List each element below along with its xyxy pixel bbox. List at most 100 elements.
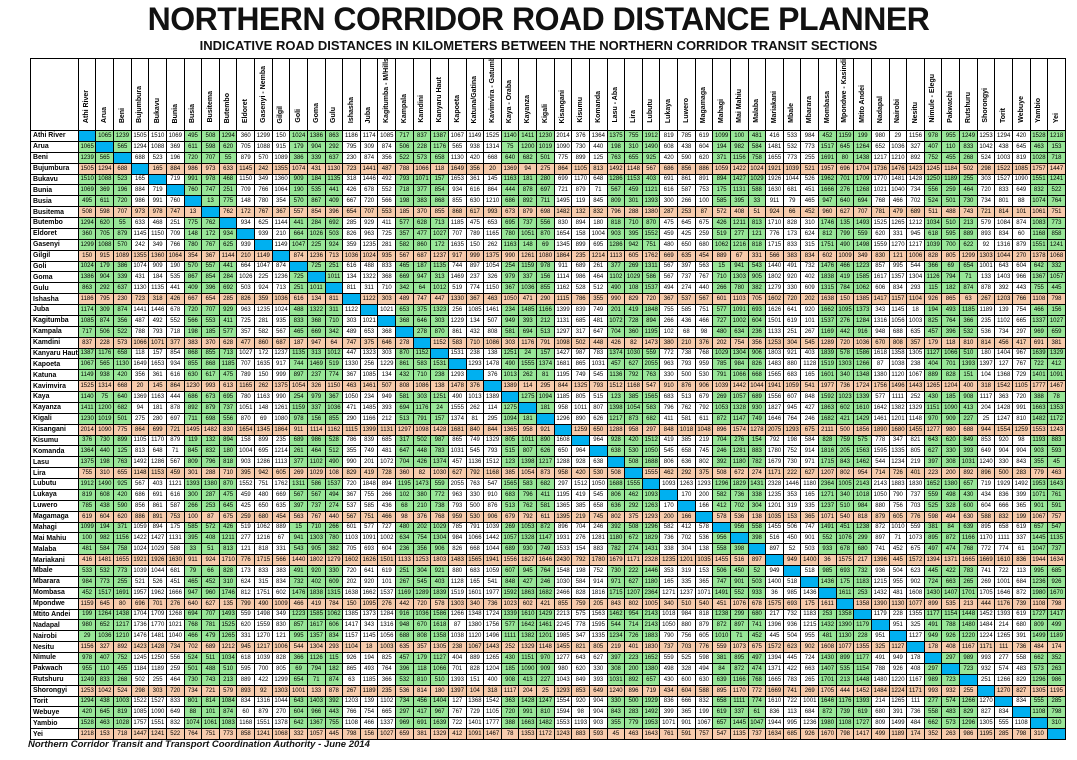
distance-cell[interactable]: 798 bbox=[1011, 728, 1031, 740]
distance-cell[interactable]: 338 bbox=[747, 488, 767, 501]
distance-cell[interactable]: 210 bbox=[236, 249, 256, 262]
distance-cell[interactable]: 1374 bbox=[430, 456, 449, 469]
distance-cell[interactable]: 680 bbox=[853, 543, 872, 556]
distance-cell[interactable]: 1704 bbox=[130, 608, 150, 621]
distance-cell[interactable]: 1646 bbox=[536, 554, 555, 566]
distance-cell[interactable]: 234 bbox=[500, 304, 520, 316]
distance-cell[interactable]: 71 bbox=[165, 445, 185, 458]
distance-cell[interactable]: 1428 bbox=[906, 173, 925, 186]
distance-cell[interactable]: 276 bbox=[571, 532, 590, 545]
distance-cell[interactable]: 530 bbox=[588, 467, 608, 479]
distance-cell[interactable]: 78 bbox=[1047, 391, 1066, 403]
distance-cell[interactable]: 619 bbox=[712, 706, 731, 719]
distance-cell[interactable]: 1403 bbox=[306, 695, 326, 708]
distance-cell[interactable]: 642 bbox=[1029, 260, 1049, 273]
distance-cell[interactable]: 832 bbox=[165, 717, 185, 730]
distance-cell[interactable]: 1150 bbox=[324, 380, 344, 392]
distance-cell[interactable]: 720 bbox=[342, 565, 361, 577]
distance-cell[interactable]: 1223 bbox=[853, 260, 872, 273]
distance-cell[interactable]: 559 bbox=[712, 641, 731, 653]
distance-cell[interactable]: 1311 bbox=[289, 478, 308, 490]
distance-cell[interactable]: 303 bbox=[412, 391, 432, 403]
distance-cell[interactable]: 396 bbox=[201, 282, 220, 295]
distance-cell[interactable]: 148 bbox=[183, 227, 203, 240]
distance-cell[interactable]: 284 bbox=[306, 217, 326, 229]
distance-cell[interactable]: 367 bbox=[342, 488, 361, 501]
distance-cell[interactable]: 915 bbox=[271, 140, 291, 153]
distance-cell[interactable]: 1230 bbox=[77, 412, 97, 425]
distance-cell[interactable]: 1094 bbox=[500, 412, 520, 425]
distance-cell[interactable]: 181 bbox=[518, 412, 538, 425]
distance-cell[interactable]: 1316 bbox=[377, 619, 397, 632]
distance-cell[interactable]: 945 bbox=[518, 565, 538, 577]
distance-cell[interactable]: 701 bbox=[447, 662, 467, 675]
distance-cell[interactable]: 963 bbox=[447, 488, 467, 501]
distance-cell[interactable]: 1375 bbox=[483, 249, 502, 262]
diagonal-cell[interactable] bbox=[130, 162, 150, 175]
distance-cell[interactable]: 385 bbox=[500, 467, 520, 479]
distance-cell[interactable]: 751 bbox=[359, 510, 379, 523]
distance-cell[interactable]: 1268 bbox=[853, 184, 872, 197]
distance-cell[interactable]: 588 bbox=[694, 684, 714, 697]
distance-cell[interactable]: 1153 bbox=[148, 467, 167, 479]
distance-cell[interactable]: 251 bbox=[395, 565, 414, 577]
diagonal-cell[interactable] bbox=[694, 510, 714, 523]
distance-cell[interactable]: 252 bbox=[500, 641, 520, 653]
distance-cell[interactable]: 544 bbox=[289, 641, 308, 653]
distance-cell[interactable]: 411 bbox=[659, 412, 679, 425]
distance-cell[interactable]: 864 bbox=[553, 162, 573, 175]
distance-cell[interactable]: 1029 bbox=[430, 521, 449, 534]
distance-cell[interactable]: 709 bbox=[236, 184, 256, 197]
distance-cell[interactable]: 382 bbox=[747, 282, 767, 295]
distance-cell[interactable]: 1174 bbox=[77, 304, 97, 316]
distance-cell[interactable]: 547 bbox=[712, 728, 731, 740]
distance-cell[interactable]: 635 bbox=[677, 249, 696, 262]
distance-cell[interactable]: 356 bbox=[412, 543, 432, 556]
distance-cell[interactable]: 730 bbox=[183, 673, 203, 686]
distance-cell[interactable]: 649 bbox=[1011, 184, 1031, 197]
distance-cell[interactable]: 810 bbox=[959, 336, 978, 349]
distance-cell[interactable]: 1542 bbox=[994, 380, 1013, 392]
distance-cell[interactable]: 1105 bbox=[483, 706, 502, 719]
distance-cell[interactable]: 359 bbox=[342, 238, 361, 251]
distance-cell[interactable]: 246 bbox=[800, 412, 820, 425]
distance-cell[interactable]: 936 bbox=[782, 619, 802, 632]
distance-cell[interactable]: 513 bbox=[677, 391, 696, 403]
distance-cell[interactable]: 1067 bbox=[906, 369, 925, 382]
distance-cell[interactable]: 396 bbox=[324, 206, 344, 218]
distance-cell[interactable]: 926 bbox=[800, 728, 820, 740]
distance-cell[interactable]: 783 bbox=[588, 347, 608, 360]
diagonal-cell[interactable] bbox=[800, 575, 820, 588]
diagonal-cell[interactable] bbox=[395, 325, 414, 338]
distance-cell[interactable]: 730 bbox=[95, 434, 115, 447]
distance-cell[interactable]: 1071 bbox=[148, 336, 167, 349]
distance-cell[interactable]: 524 bbox=[113, 684, 132, 697]
distance-cell[interactable]: 1159 bbox=[289, 401, 308, 414]
distance-cell[interactable]: 1044 bbox=[271, 695, 291, 708]
distance-cell[interactable]: 483 bbox=[941, 706, 961, 719]
distance-cell[interactable]: 1236 bbox=[800, 717, 820, 730]
distance-cell[interactable]: 725 bbox=[377, 227, 397, 240]
distance-cell[interactable]: 199 bbox=[1011, 510, 1031, 523]
distance-cell[interactable]: 890 bbox=[536, 434, 555, 447]
distance-cell[interactable]: 1311 bbox=[641, 260, 661, 273]
distance-cell[interactable]: 732 bbox=[853, 565, 872, 577]
distance-cell[interactable]: 567 bbox=[659, 271, 679, 284]
distance-cell[interactable]: 758 bbox=[747, 151, 767, 164]
distance-cell[interactable]: 1159 bbox=[835, 130, 855, 142]
distance-cell[interactable]: 148 bbox=[518, 238, 538, 251]
distance-cell[interactable]: 304 bbox=[782, 336, 802, 349]
distance-cell[interactable]: 1059 bbox=[782, 380, 802, 392]
distance-cell[interactable]: 444 bbox=[976, 597, 996, 610]
distance-cell[interactable]: 1816 bbox=[588, 586, 608, 599]
distance-cell[interactable]: 490 bbox=[835, 238, 855, 251]
distance-cell[interactable]: 172 bbox=[201, 227, 220, 240]
distance-cell[interactable]: 692 bbox=[324, 217, 344, 229]
distance-cell[interactable]: 1525 bbox=[218, 619, 238, 632]
distance-cell[interactable]: 680 bbox=[254, 510, 273, 523]
distance-cell[interactable]: 1441 bbox=[130, 304, 150, 316]
distance-cell[interactable]: 532 bbox=[95, 565, 115, 577]
distance-cell[interactable]: 865 bbox=[941, 293, 961, 305]
distance-cell[interactable]: 1235 bbox=[765, 488, 784, 501]
distance-cell[interactable]: 991 bbox=[148, 195, 167, 208]
